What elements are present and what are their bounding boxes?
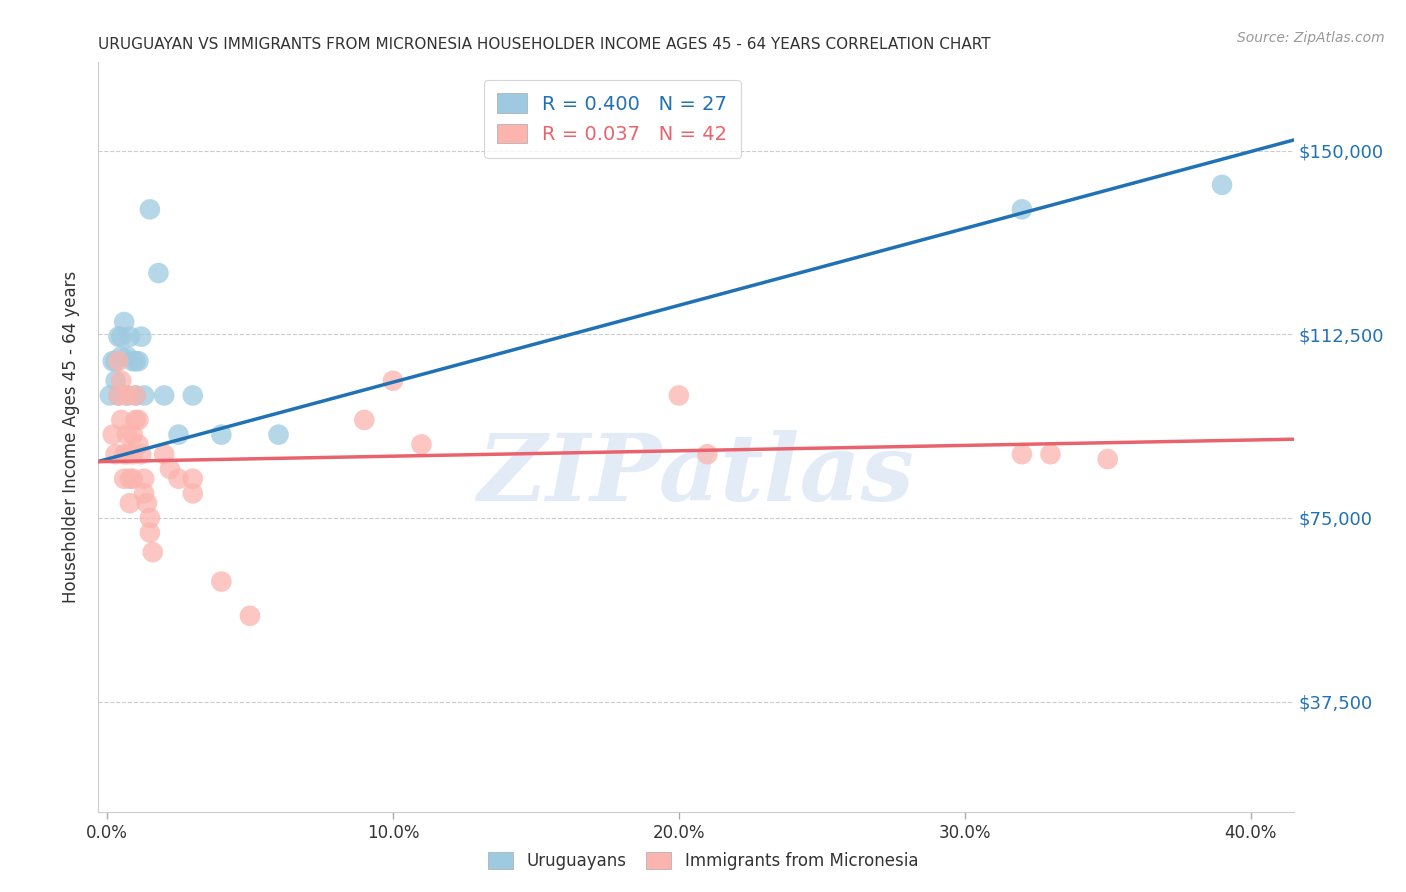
Point [1097,452,1119,467]
Point [107,388,129,402]
Point [124,413,146,427]
Point [267,427,290,442]
Point [1039,447,1062,461]
Point [118,472,141,486]
Point [209,574,232,589]
Point [112,472,135,486]
Legend: R = 0.400   N = 27, R = 0.037   N = 42: R = 0.400 N = 27, R = 0.037 N = 42 [484,79,741,158]
Point [121,472,143,486]
Point [136,496,159,510]
Point [107,354,129,368]
Point [112,315,135,329]
Point [124,354,146,368]
Point [104,447,127,461]
Point [696,447,718,461]
Point [381,374,404,388]
Point [107,388,129,402]
Point [115,388,138,402]
Point [112,447,135,461]
Point [142,545,165,559]
Point [411,437,433,451]
Point [1211,178,1233,192]
Point [121,447,143,461]
Point [1011,447,1033,461]
Text: Source: ZipAtlas.com: Source: ZipAtlas.com [1237,31,1385,45]
Text: ZIPatlas: ZIPatlas [478,430,914,519]
Point [139,202,162,217]
Point [101,354,124,368]
Point [134,388,156,402]
Point [110,413,132,427]
Point [104,374,127,388]
Legend: Uruguayans, Immigrants from Micronesia: Uruguayans, Immigrants from Micronesia [481,845,925,877]
Point [167,427,190,442]
Point [181,388,204,402]
Point [115,447,138,461]
Point [115,427,138,442]
Point [134,472,156,486]
Point [98,388,121,402]
Point [127,437,149,451]
Point [110,374,132,388]
Point [127,354,149,368]
Point [1011,202,1033,217]
Point [101,427,124,442]
Point [668,388,690,402]
Point [239,608,262,623]
Point [353,413,375,427]
Point [124,388,146,402]
Text: URUGUAYAN VS IMMIGRANTS FROM MICRONESIA HOUSEHOLDER INCOME AGES 45 - 64 YEARS CO: URUGUAYAN VS IMMIGRANTS FROM MICRONESIA … [98,37,991,52]
Point [131,329,153,343]
Point [153,447,176,461]
Point [148,266,170,280]
Point [118,496,141,510]
Point [134,486,156,500]
Point [121,427,143,442]
Point [104,354,127,368]
Point [131,447,153,461]
Point [209,427,232,442]
Point [181,472,204,486]
Point [110,349,132,363]
Point [139,525,162,540]
Point [110,329,132,343]
Point [107,329,129,343]
Y-axis label: Householder Income Ages 45 - 64 years: Householder Income Ages 45 - 64 years [62,271,80,603]
Point [118,329,141,343]
Point [121,354,143,368]
Point [124,388,146,402]
Point [167,472,190,486]
Point [181,486,204,500]
Point [115,349,138,363]
Point [153,388,176,402]
Point [115,388,138,402]
Point [139,511,162,525]
Point [127,413,149,427]
Point [159,462,181,476]
